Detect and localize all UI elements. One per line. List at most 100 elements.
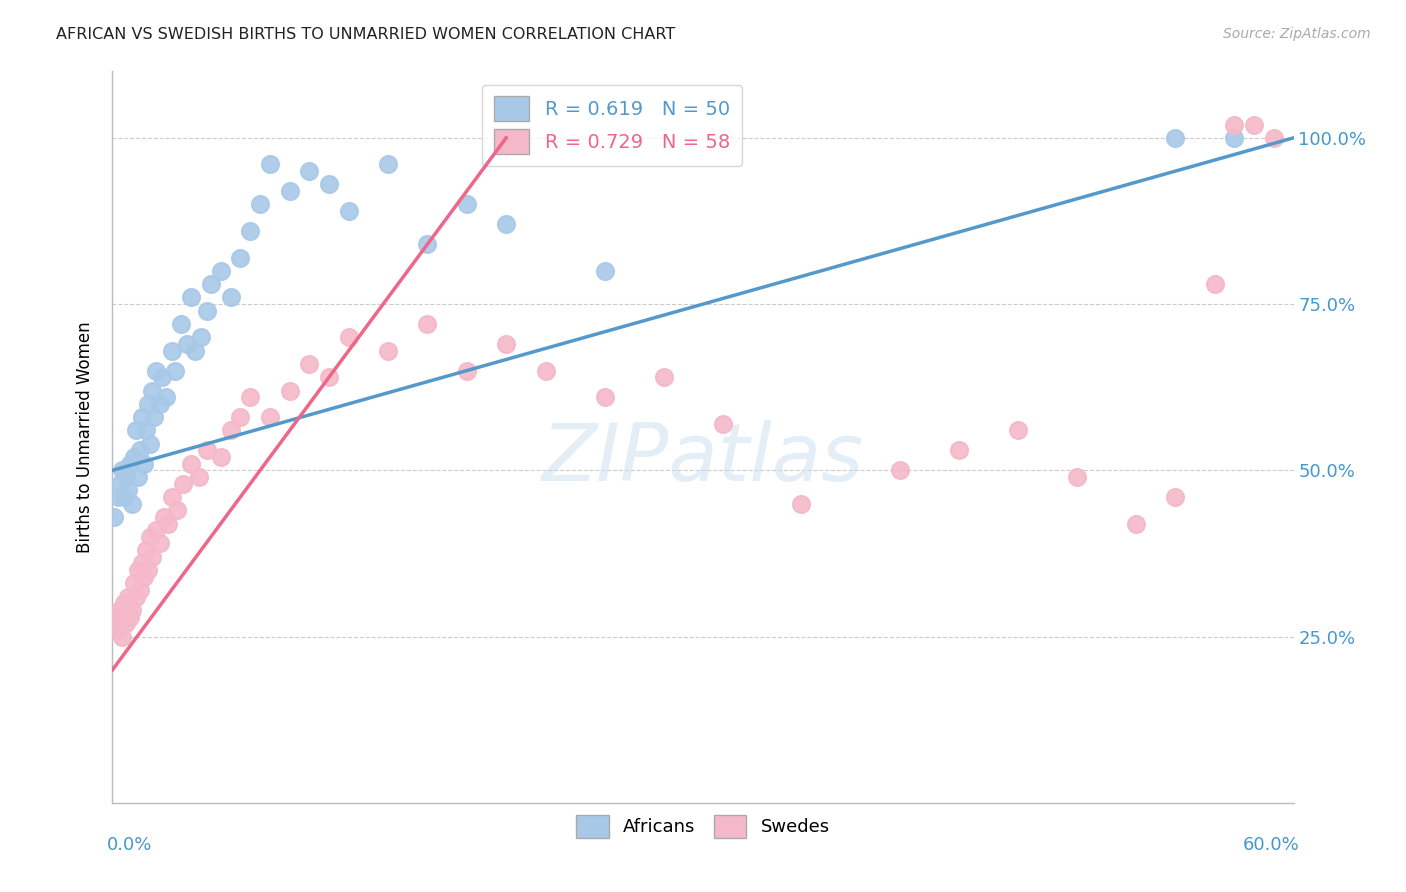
Point (416, 317, 439, 331)
Point (318, 370, 340, 384)
Point (298, 357, 321, 371)
Point (1204, 277, 1226, 292)
Point (170, 317, 193, 331)
Point (1164, 131, 1187, 145)
Point (107, 490, 129, 504)
Point (172, 476, 194, 491)
Point (711, 417, 734, 431)
Point (142, 410, 165, 425)
Legend: Africans, Swedes: Africans, Swedes (569, 807, 837, 845)
Point (141, 549, 163, 564)
Point (377, 343, 399, 358)
Point (103, 609, 125, 624)
Point (259, 410, 281, 425)
Text: 60.0%: 60.0% (1243, 836, 1299, 854)
Point (1066, 470, 1088, 484)
Point (145, 363, 167, 377)
Point (105, 616, 128, 631)
Text: ZIPatlas: ZIPatlas (541, 420, 865, 498)
Point (110, 603, 132, 617)
Point (129, 443, 152, 458)
Point (111, 463, 134, 477)
Point (145, 523, 167, 537)
Point (125, 590, 148, 604)
Point (219, 290, 242, 304)
Point (593, 390, 616, 404)
Point (176, 337, 198, 351)
Point (229, 251, 252, 265)
Point (652, 370, 675, 384)
Point (495, 337, 517, 351)
Point (155, 390, 177, 404)
Point (456, 363, 478, 377)
Point (115, 470, 138, 484)
Point (188, 470, 211, 484)
Point (115, 616, 138, 631)
Point (298, 164, 321, 178)
Point (200, 277, 222, 292)
Point (534, 363, 557, 377)
Text: AFRICAN VS SWEDISH BIRTHS TO UNMARRIED WOMEN CORRELATION CHART: AFRICAN VS SWEDISH BIRTHS TO UNMARRIED W… (56, 27, 675, 42)
Point (117, 590, 139, 604)
Point (121, 497, 143, 511)
Point (122, 576, 145, 591)
Point (209, 264, 232, 278)
Point (156, 516, 179, 531)
Point (209, 450, 232, 464)
Point (229, 410, 252, 425)
Point (495, 217, 517, 231)
Point (948, 443, 970, 458)
Point (377, 157, 399, 171)
Point (195, 303, 218, 318)
Point (1223, 118, 1246, 132)
Point (790, 497, 813, 511)
Point (136, 397, 159, 411)
Point (889, 463, 911, 477)
Point (131, 410, 153, 425)
Point (132, 457, 155, 471)
Point (165, 363, 187, 377)
Point (1125, 516, 1147, 531)
Point (129, 582, 152, 597)
Point (593, 264, 616, 278)
Point (1223, 131, 1246, 145)
Point (107, 623, 129, 637)
Point (249, 197, 271, 211)
Point (141, 384, 163, 398)
Point (135, 543, 157, 558)
Point (195, 443, 218, 458)
Point (120, 457, 142, 471)
Point (125, 424, 148, 438)
Point (337, 204, 360, 219)
Point (117, 483, 139, 498)
Y-axis label: Births to Unmarried Women: Births to Unmarried Women (76, 321, 94, 553)
Point (131, 557, 153, 571)
Point (136, 563, 159, 577)
Point (456, 197, 478, 211)
Point (337, 330, 360, 344)
Point (121, 603, 143, 617)
Point (149, 397, 172, 411)
Text: 0.0%: 0.0% (107, 836, 152, 854)
Point (278, 184, 301, 198)
Point (160, 343, 183, 358)
Point (127, 470, 149, 484)
Point (160, 490, 183, 504)
Point (180, 457, 202, 471)
Point (416, 237, 439, 252)
Point (180, 290, 202, 304)
Point (1007, 424, 1029, 438)
Point (239, 390, 262, 404)
Point (259, 157, 281, 171)
Point (110, 476, 132, 491)
Text: Source: ZipAtlas.com: Source: ZipAtlas.com (1223, 27, 1371, 41)
Point (166, 503, 188, 517)
Point (184, 343, 207, 358)
Point (112, 596, 135, 610)
Point (122, 450, 145, 464)
Point (190, 330, 212, 344)
Point (111, 630, 134, 644)
Point (120, 609, 142, 624)
Point (112, 490, 135, 504)
Point (219, 424, 242, 438)
